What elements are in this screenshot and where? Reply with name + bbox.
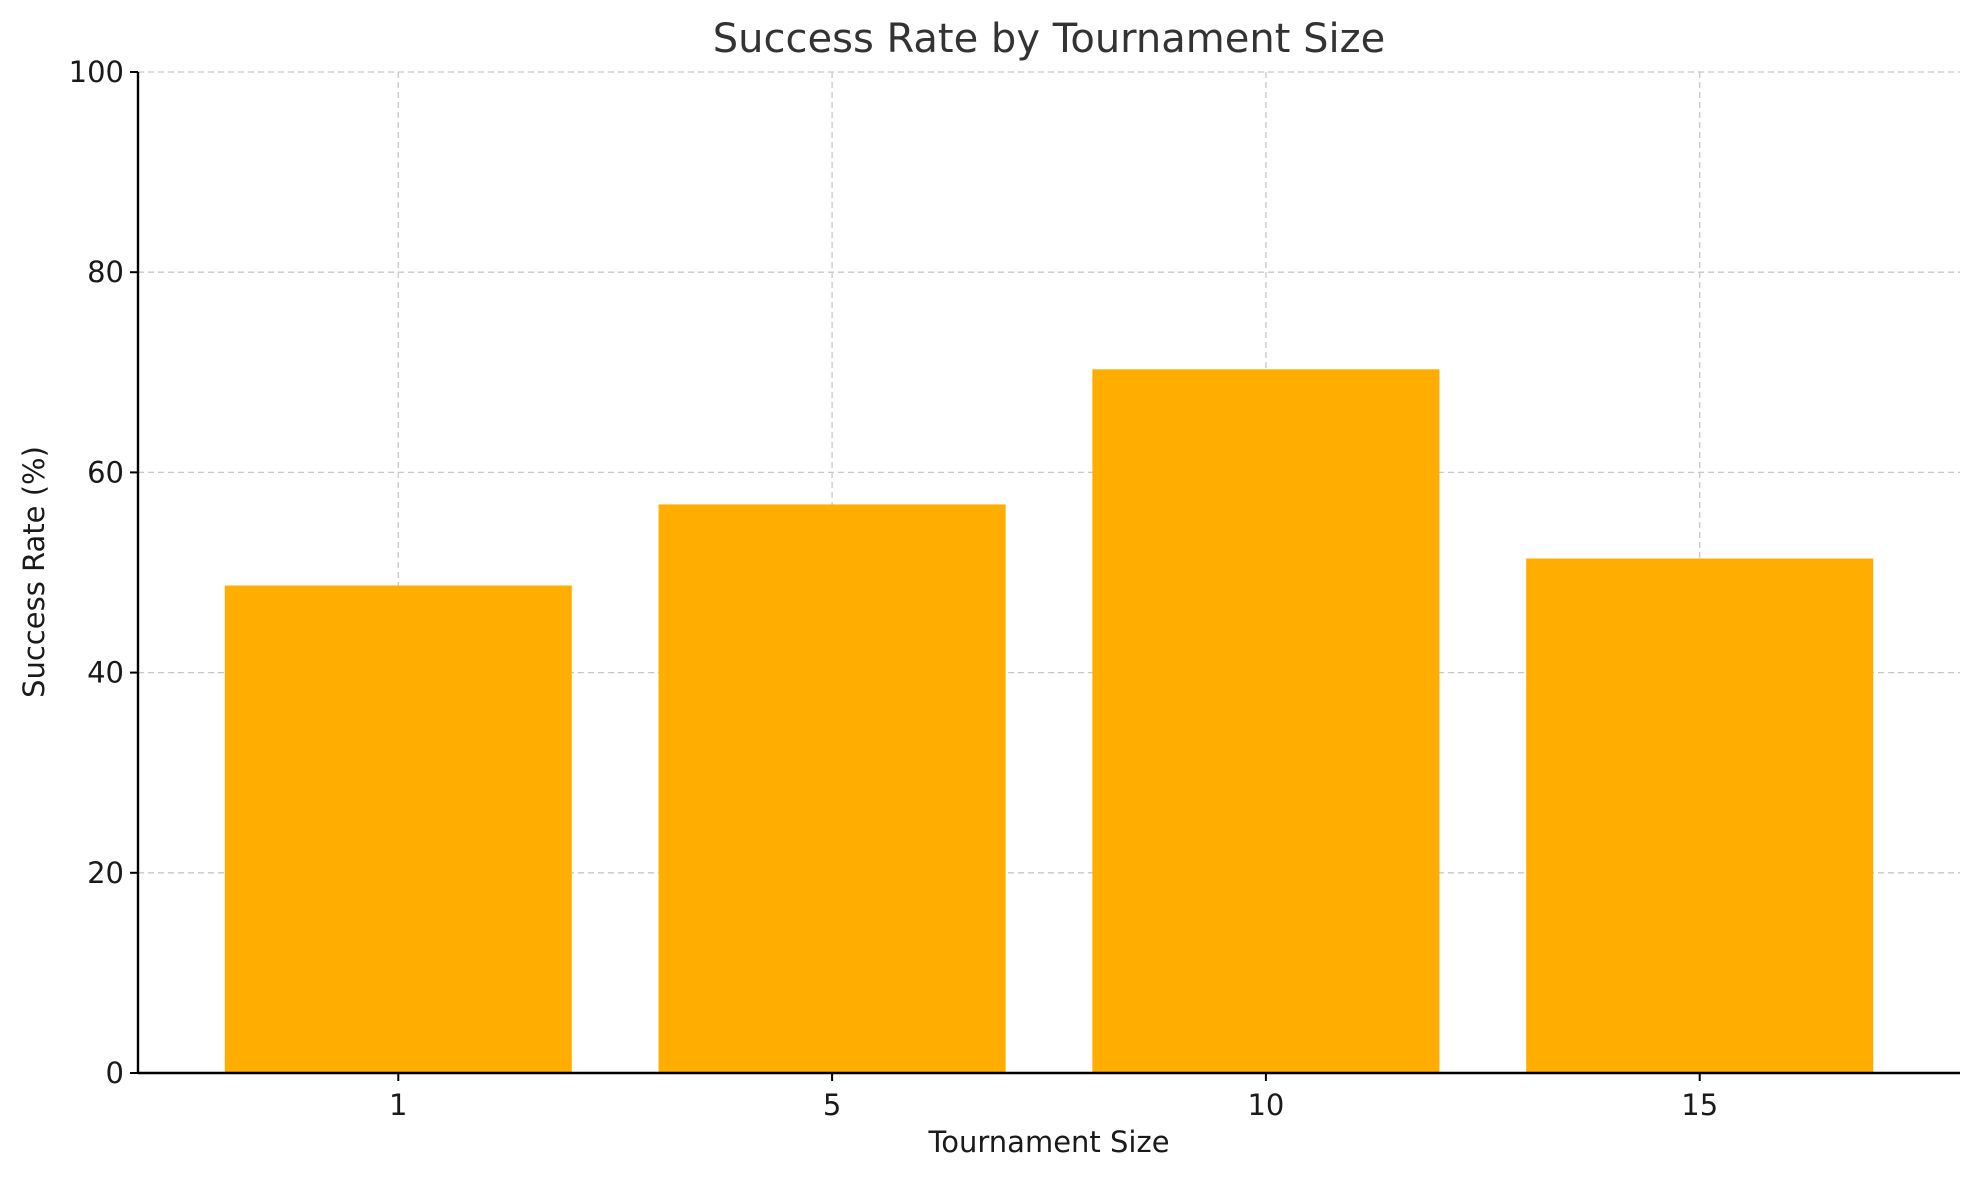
bar-15 <box>1526 558 1874 1073</box>
y-tick-label: 20 <box>87 856 124 890</box>
y-ticks: 0 20 40 60 80 100 <box>69 55 138 1090</box>
x-ticks: 1 5 10 15 <box>389 1073 1718 1122</box>
bar-1 <box>224 585 572 1073</box>
bars <box>224 369 1874 1073</box>
bar-10 <box>1092 369 1440 1073</box>
y-tick-label: 60 <box>87 455 124 489</box>
bar-5 <box>658 504 1006 1073</box>
y-tick-label: 80 <box>87 255 124 289</box>
axes <box>136 72 1960 1075</box>
x-axis-label: Tournament Size <box>927 1125 1169 1159</box>
y-tick-label: 0 <box>106 1056 124 1090</box>
y-axis-label: Success Rate (%) <box>17 446 51 698</box>
y-tick-label: 100 <box>69 55 124 89</box>
x-tick-label: 5 <box>823 1088 841 1122</box>
y-tick-label: 40 <box>87 656 124 690</box>
x-tick-label: 10 <box>1247 1088 1284 1122</box>
chart-title: Success Rate by Tournament Size <box>713 16 1385 62</box>
x-tick-label: 1 <box>389 1088 407 1122</box>
x-tick-label: 15 <box>1681 1088 1718 1122</box>
